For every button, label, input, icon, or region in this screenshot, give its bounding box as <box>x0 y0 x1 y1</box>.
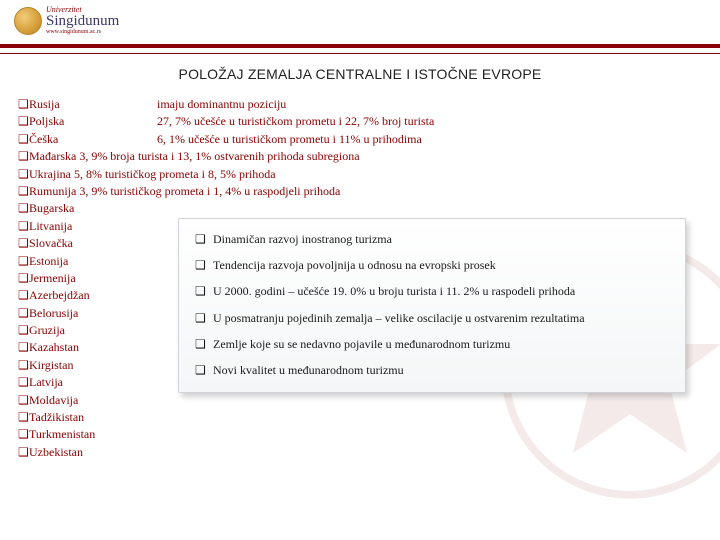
callout-item: ❑U posmatranju pojedinih zemalja – velik… <box>195 310 669 326</box>
checkbox-bullet-icon: ❑ <box>18 113 29 130</box>
brand-icon <box>14 7 42 35</box>
checkbox-bullet-icon: ❑ <box>18 96 29 113</box>
checkbox-bullet-icon: ❑ <box>18 235 29 252</box>
checkbox-bullet-icon: ❑ <box>195 231 213 247</box>
checkbox-bullet-icon: ❑ <box>18 392 29 409</box>
callout-item: ❑U 2000. godini – učešće 19. 0% u broju … <box>195 283 669 299</box>
checkbox-bullet-icon: ❑ <box>18 339 29 356</box>
callout-text: Dinamičan razvoj inostranog turizma <box>213 231 392 247</box>
list-item: ❑Turkmenistan <box>18 426 702 443</box>
checkbox-bullet-icon: ❑ <box>18 200 29 217</box>
list-item: ❑Mađarska 3, 9% broja turista i 13, 1% o… <box>18 148 702 165</box>
checkbox-bullet-icon: ❑ <box>195 336 213 352</box>
checkbox-bullet-icon: ❑ <box>18 270 29 287</box>
callout-text: Zemlje koje su se nedavno pojavile u međ… <box>213 336 510 352</box>
checkbox-bullet-icon: ❑ <box>18 218 29 235</box>
list-item: ❑Moldavija <box>18 392 702 409</box>
callout-item: ❑Zemlje koje su se nedavno pojavile u me… <box>195 336 669 352</box>
country-name: Tadžikistan <box>29 409 702 426</box>
list-item: ❑Ukrajina 5, 8% turističkog prometa i 8,… <box>18 166 702 183</box>
country-desc: 6, 1% učešće u turističkom prometu i 11%… <box>157 131 702 148</box>
list-item: ❑Bugarska <box>18 200 702 217</box>
country-name: Poljska <box>29 113 157 130</box>
callout-text: U 2000. godini – učešće 19. 0% u broju t… <box>213 283 575 299</box>
list-item: ❑Poljska27, 7% učešće u turističkom prom… <box>18 113 702 130</box>
checkbox-bullet-icon: ❑ <box>18 253 29 270</box>
checkbox-bullet-icon: ❑ <box>195 257 213 273</box>
country-name: Uzbekistan <box>29 444 702 461</box>
list-item: ❑Tadžikistan <box>18 409 702 426</box>
checkbox-bullet-icon: ❑ <box>18 148 29 165</box>
country-name: Turkmenistan <box>29 426 702 443</box>
country-name: Moldavija <box>29 392 702 409</box>
country-name: Češka <box>29 131 157 148</box>
content-area: ❑Rusijaimaju dominantnu poziciju❑Poljska… <box>0 96 720 461</box>
page-title: POLOŽAJ ZEMALJA CENTRALNE I ISTOČNE EVRO… <box>0 66 720 82</box>
checkbox-bullet-icon: ❑ <box>18 409 29 426</box>
list-item: ❑Rumunija 3, 9% turističkog prometa i 1,… <box>18 183 702 200</box>
country-name: Mađarska 3, 9% broja turista i 13, 1% os… <box>29 148 702 165</box>
callout-text: Tendencija razvoja povoljnija u odnosu n… <box>213 257 496 273</box>
country-name: Rusija <box>29 96 157 113</box>
checkbox-bullet-icon: ❑ <box>195 310 213 326</box>
checkbox-bullet-icon: ❑ <box>18 305 29 322</box>
country-name: Ukrajina 5, 8% turističkog prometa i 8, … <box>29 166 702 183</box>
callout-item: ❑Novi kvalitet u međunarodnom turizmu <box>195 362 669 378</box>
callout-text: Novi kvalitet u međunarodnom turizmu <box>213 362 404 378</box>
checkbox-bullet-icon: ❑ <box>18 357 29 374</box>
checkbox-bullet-icon: ❑ <box>18 287 29 304</box>
checkbox-bullet-icon: ❑ <box>18 183 29 200</box>
country-name: Rumunija 3, 9% turističkog prometa i 1, … <box>29 183 702 200</box>
brand-sub: www.singidunum.ac.rs <box>46 29 119 35</box>
checkbox-bullet-icon: ❑ <box>18 374 29 391</box>
callout-item: ❑Tendencija razvoja povoljnija u odnosu … <box>195 257 669 273</box>
checkbox-bullet-icon: ❑ <box>195 362 213 378</box>
callout-item: ❑Dinamičan razvoj inostranog turizma <box>195 231 669 247</box>
checkbox-bullet-icon: ❑ <box>18 444 29 461</box>
checkbox-bullet-icon: ❑ <box>18 131 29 148</box>
checkbox-bullet-icon: ❑ <box>18 166 29 183</box>
list-item: ❑Uzbekistan <box>18 444 702 461</box>
header-rule-thin <box>0 53 720 54</box>
country-desc: 27, 7% učešće u turističkom prometu i 22… <box>157 113 702 130</box>
checkbox-bullet-icon: ❑ <box>18 426 29 443</box>
brand-name: Singidunum <box>46 14 119 29</box>
list-item: ❑Rusijaimaju dominantnu poziciju <box>18 96 702 113</box>
header: Univerzitet Singidunum www.singidunum.ac… <box>0 0 720 54</box>
list-item: ❑Češka6, 1% učešće u turističkom prometu… <box>18 131 702 148</box>
country-name: Bugarska <box>29 200 702 217</box>
callout-text: U posmatranju pojedinih zemalja – velike… <box>213 310 585 326</box>
checkbox-bullet-icon: ❑ <box>195 283 213 299</box>
brand-logo: Univerzitet Singidunum www.singidunum.ac… <box>14 6 720 35</box>
callout-box: ❑Dinamičan razvoj inostranog turizma❑Ten… <box>178 218 686 393</box>
country-desc: imaju dominantnu poziciju <box>157 96 702 113</box>
header-rule-thick <box>0 44 720 48</box>
checkbox-bullet-icon: ❑ <box>18 322 29 339</box>
